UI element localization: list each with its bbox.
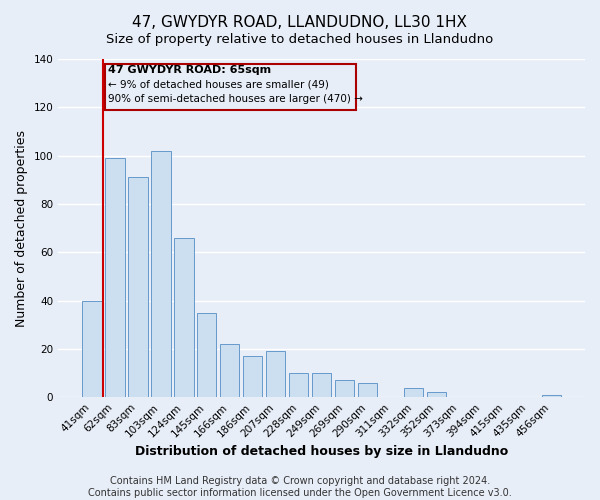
Bar — [243, 356, 262, 397]
Bar — [312, 373, 331, 397]
Bar — [82, 300, 101, 397]
FancyBboxPatch shape — [104, 64, 356, 110]
Bar — [289, 373, 308, 397]
X-axis label: Distribution of detached houses by size in Llandudno: Distribution of detached houses by size … — [135, 444, 508, 458]
Bar — [335, 380, 355, 397]
Text: 47 GWYDYR ROAD: 65sqm: 47 GWYDYR ROAD: 65sqm — [108, 65, 271, 75]
Bar — [174, 238, 194, 397]
Bar — [542, 395, 561, 397]
Text: ← 9% of detached houses are smaller (49): ← 9% of detached houses are smaller (49) — [108, 80, 329, 90]
Bar — [197, 312, 217, 397]
Bar — [220, 344, 239, 397]
Bar — [358, 382, 377, 397]
Bar — [128, 178, 148, 397]
Y-axis label: Number of detached properties: Number of detached properties — [15, 130, 28, 326]
Bar — [404, 388, 423, 397]
Text: 47, GWYDYR ROAD, LLANDUDNO, LL30 1HX: 47, GWYDYR ROAD, LLANDUDNO, LL30 1HX — [133, 15, 467, 30]
Text: Size of property relative to detached houses in Llandudno: Size of property relative to detached ho… — [106, 32, 494, 46]
Bar — [266, 352, 286, 397]
Text: Contains HM Land Registry data © Crown copyright and database right 2024.
Contai: Contains HM Land Registry data © Crown c… — [88, 476, 512, 498]
Bar — [105, 158, 125, 397]
Text: 90% of semi-detached houses are larger (470) →: 90% of semi-detached houses are larger (… — [108, 94, 363, 104]
Bar — [151, 151, 170, 397]
Bar — [427, 392, 446, 397]
